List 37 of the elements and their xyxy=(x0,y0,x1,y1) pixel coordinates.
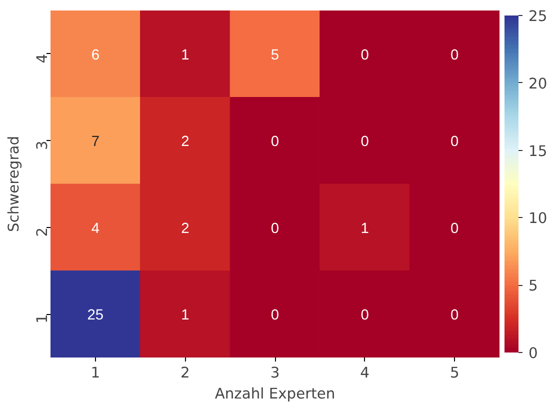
color-bar-label: 25 xyxy=(528,8,548,25)
data-label: 0 xyxy=(360,134,369,150)
y-tick-label: 3 xyxy=(34,140,51,150)
color-bar-label: 5 xyxy=(528,278,538,295)
data-label: 1 xyxy=(181,47,190,64)
y-tick-label: 4 xyxy=(34,54,51,64)
data-label: 1 xyxy=(181,308,190,324)
data-label: 0 xyxy=(450,308,459,324)
data-label: 0 xyxy=(450,47,459,64)
data-label: 0 xyxy=(360,308,369,324)
data-label: 0 xyxy=(270,134,280,150)
x-tick-label: 1 xyxy=(90,364,100,382)
data-label: 4 xyxy=(91,220,100,237)
x-tick-label: 5 xyxy=(450,364,460,382)
color-bar-label: 15 xyxy=(528,142,548,160)
data-label: 1 xyxy=(360,220,369,237)
data-label: 0 xyxy=(270,308,280,324)
x-tick-label: 3 xyxy=(270,364,280,382)
data-label: 25 xyxy=(87,308,104,324)
data-label: 2 xyxy=(181,134,190,150)
data-label: 0 xyxy=(450,134,459,150)
data-label: 0 xyxy=(360,47,369,64)
data-label: 2 xyxy=(181,220,190,237)
x-axis-title: Anzahl Experten xyxy=(214,386,336,402)
data-label: 5 xyxy=(270,47,280,64)
y-tick-label: 1 xyxy=(34,314,51,324)
y-axis-title: Schweregrad xyxy=(6,136,22,232)
data-label: 0 xyxy=(270,220,280,237)
x-tick-label: 2 xyxy=(180,364,190,382)
y-tick-label: 2 xyxy=(34,227,51,237)
x-tick-label: 4 xyxy=(360,364,370,382)
color-bar-label: 10 xyxy=(528,210,548,228)
data-label: 0 xyxy=(450,220,459,237)
data-label: 7 xyxy=(91,134,100,150)
color-bar-label: 20 xyxy=(528,75,548,92)
color-bar-label: 0 xyxy=(528,345,538,362)
data-label: 6 xyxy=(91,47,100,64)
